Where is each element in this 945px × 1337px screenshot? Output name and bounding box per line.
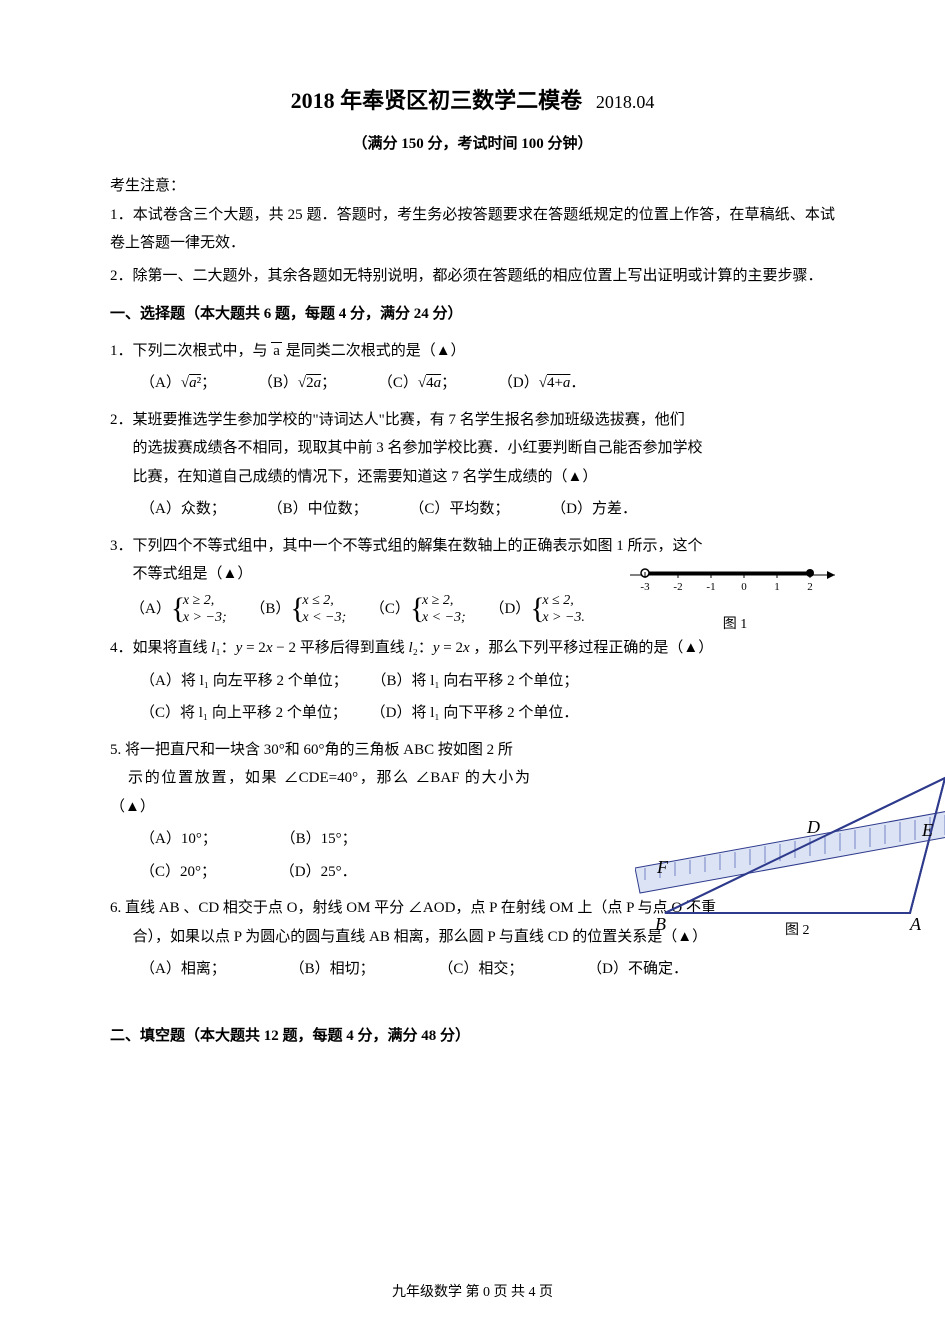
q5-optA: （A）10°； [140,825,217,854]
q4-optC: （C）将 l₁ 向上平移 2 个单位； [140,699,347,728]
q4-options-row1: （A）将 l₁ 向左平移 2 个单位； （B）将 l₁ 向右平移 2 个单位； [110,667,835,696]
fig2-caption: 图 2 [785,918,810,945]
q2-line1: 2．某班要推选学生参加学校的"诗词达人"比赛，有 7 名学生报名参加班级选拔赛，… [110,406,835,435]
q3-optA: （A）x ≥ 2,x > −3; [130,593,227,627]
q5-optB: （B）15°； [281,825,357,854]
section2-header: 二、填空题（本大题共 12 题，每题 4 分，满分 48 分） [110,1022,835,1051]
svg-text:F: F [656,857,669,877]
q6-optA: （A）相离； [140,955,226,984]
question-2: 2．某班要推选学生参加学校的"诗词达人"比赛，有 7 名学生报名参加班级选拔赛，… [110,406,835,524]
q2-optB: （B）中位数； [268,495,368,524]
svg-text:-3: -3 [640,581,650,593]
q2-optA: （A）众数； [140,495,226,524]
svg-text:A: A [909,914,922,934]
q1-pre: 1．下列二次根式中，与 [110,343,271,359]
svg-text:D: D [806,817,820,837]
notice-item-2: 2．除第一、二大题外，其余各题如无特别说明，都必须在答题纸的相应位置上写出证明或… [110,262,835,291]
subtitle: （满分 150 分，考试时间 100 分钟） [110,130,835,159]
figure-2: B A C D E F 图 2 [635,758,945,949]
q6-options: （A）相离； （B）相切； （C）相交； （D）不确定． [110,955,835,984]
question-3: 3．下列四个不等式组中，其中一个不等式组的解集在数轴上的正确表示如图 1 所示，… [110,532,835,627]
q6-optC: （C）相交； [438,955,523,984]
q6-optD: （D）不确定． [587,955,688,984]
svg-text:E: E [921,820,933,840]
q1-text: 1．下列二次根式中，与 a 是同类二次根式的是（▲） [110,337,835,366]
question-5: 5. 将一把直尺和一块含 30°和 60°角的三角板 ABC 按如图 2 所 示… [110,736,530,887]
q1-optC: （C）√4a； [378,369,456,398]
q2-optD: （D）方差． [551,495,637,524]
q1-optD: （D）√4+a． [498,369,586,398]
q1-optA: （A）√a²； [140,369,216,398]
q2-optC: （C）平均数； [409,495,509,524]
number-line-svg: -3 -2 -1 0 1 2 [625,560,845,600]
header-row: 2018 年奉贤区初三数学二模卷 2018.04 [110,80,835,122]
q3-line1: 3．下列四个不等式组中，其中一个不等式组的解集在数轴上的正确表示如图 1 所示，… [110,532,835,561]
q3-optC: （C）x ≥ 2,x < −3; [370,593,466,627]
date-text: 2018.04 [596,92,655,112]
q5-line1: 5. 将一把直尺和一块含 30°和 60°角的三角板 ABC 按如图 2 所 [110,736,530,765]
notice-heading: 考生注意： [110,172,835,201]
svg-text:1: 1 [774,581,780,593]
svg-text:-1: -1 [706,581,715,593]
q4-optA: （A）将 l₁ 向左平移 2 个单位； [140,667,348,696]
q2-line2: 的选拔赛成绩各不相同，现取其中前 3 名参加学校比赛．小红要判断自己能否参加学校 [110,434,835,463]
q1-sqrt-a: a [271,342,282,359]
notice-item-1: 1．本试卷含三个大题，共 25 题．答题时，考生务必按答题要求在答题纸规定的位置… [110,201,835,258]
figure-2-svg: B A C D E F [635,758,945,938]
q4-optD: （D）将 l₁ 向下平移 2 个单位． [371,699,579,728]
main-title: 2018 年奉贤区初三数学二模卷 [291,88,583,113]
svg-text:2: 2 [807,581,813,593]
question-1: 1．下列二次根式中，与 a 是同类二次根式的是（▲） （A）√a²； （B）√2… [110,337,835,398]
q6-optB: （B）相切； [290,955,375,984]
q5-line2: 示的位置放置，如果 ∠CDE=40°，那么 ∠BAF 的大小为（▲） [110,764,530,821]
question-4: 4．如果将直线 l₁：y = 2x − 2 平移后得到直线 l₂：y = 2x … [110,634,835,728]
q1-post: 是同类二次根式的是（▲） [282,343,466,359]
q2-line3: 比赛，在知道自己成绩的情况下，还需要知道这 7 名学生成绩的（▲） [110,463,835,492]
svg-text:B: B [655,914,666,934]
q5-options-row1: （A）10°； （B）15°； [110,825,530,854]
q4-optB: （B）将 l₁ 向右平移 2 个单位； [371,667,578,696]
q3-optD: （D）x ≤ 2,x > −3. [489,593,584,627]
q5-options-row2: （C）20°； （D）25°． [110,858,530,887]
q1-options: （A）√a²； （B）√2a； （C）√4a； （D）√4+a． [110,369,835,398]
page-footer: 九年级数学 第 0 页 共 4 页 [0,1280,945,1307]
q4-text: 4．如果将直线 l₁：y = 2x − 2 平移后得到直线 l₂：y = 2x … [110,634,835,663]
q5-optD: （D）25°． [280,858,357,887]
q2-options: （A）众数； （B）中位数； （C）平均数； （D）方差． [110,495,835,524]
section1-header: 一、选择题（本大题共 6 题，每题 4 分，满分 24 分） [110,300,835,329]
figure-1: -3 -2 -1 0 1 2 图 1 [625,560,845,639]
notice-block: 考生注意： 1．本试卷含三个大题，共 25 题．答题时，考生务必按答题要求在答题… [110,172,835,290]
svg-text:0: 0 [741,581,747,593]
q3-optB: （B）x ≤ 2,x < −3; [250,593,346,627]
svg-text:-2: -2 [673,581,682,593]
q4-options-row2: （C）将 l₁ 向上平移 2 个单位； （D）将 l₁ 向下平移 2 个单位． [110,699,835,728]
q5-optC: （C）20°； [140,858,216,887]
q1-optB: （B）√2a； [258,369,336,398]
